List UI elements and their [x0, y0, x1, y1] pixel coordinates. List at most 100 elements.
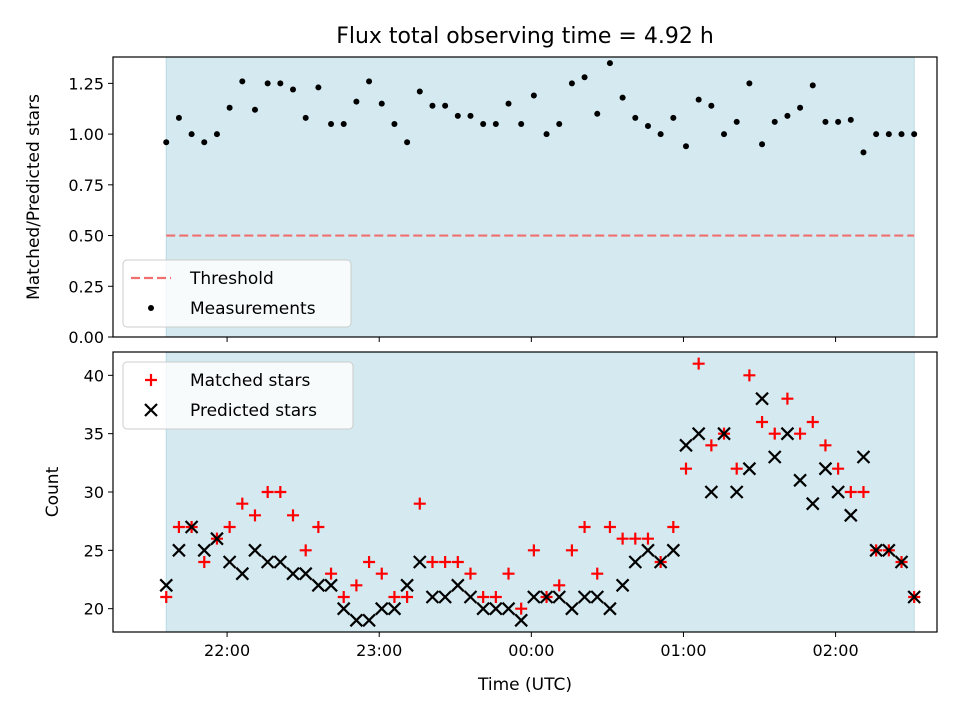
plot-frame: [112, 56, 938, 338]
measurement-point: [556, 120, 563, 127]
predicted-star-point: [476, 601, 490, 616]
legend-label: Predicted stars: [190, 401, 317, 421]
matched-star-point: [616, 532, 629, 545]
matched-star-point: [312, 521, 325, 533]
predicted-star-point: [844, 508, 858, 523]
predicted-star-point: [438, 590, 452, 604]
predicted-star-point: [387, 601, 402, 616]
measurement-point: [784, 112, 791, 119]
legend-matched-swatch: [145, 374, 157, 386]
predicted-star-point: [603, 601, 617, 616]
matched-star-point: [375, 567, 388, 580]
predicted-star-point: [451, 578, 465, 593]
matched-star-point: [641, 532, 654, 545]
predicted-star-point: [767, 450, 782, 464]
matched-star-point: [248, 509, 261, 522]
y-tick-label: 1.00: [68, 125, 104, 144]
matched-star-point: [629, 532, 642, 545]
measurement-point: [632, 114, 639, 121]
predicted-star-point: [565, 601, 579, 616]
predicted-star-point: [869, 543, 883, 558]
predicted-star-point: [311, 578, 326, 593]
predicted-star-point: [653, 555, 668, 569]
measurement-point: [721, 131, 728, 138]
measurement-point: [454, 112, 461, 119]
measurement-point: [657, 131, 664, 138]
predicted-star-point: [197, 543, 212, 558]
measurement-point: [315, 84, 322, 91]
matched-star-point: [832, 462, 845, 475]
matched-star-point: [578, 521, 591, 533]
predicted-star-point: [222, 555, 237, 569]
matched-star-point: [363, 556, 376, 568]
predicted-star-point: [628, 555, 643, 569]
predicted-star-point: [729, 485, 744, 499]
measurement-point: [568, 80, 575, 87]
measurement-point: [251, 106, 258, 113]
legend-box: [122, 361, 354, 430]
x-tick-label: 00:00: [508, 641, 554, 660]
predicted-star-point: [882, 543, 896, 558]
predicted-star-point: [805, 496, 820, 511]
matched-star-point: [819, 439, 832, 452]
predicted-star-point: [324, 578, 338, 593]
matched-star-point: [603, 521, 616, 533]
measurement-point: [847, 116, 854, 123]
legend-label: Measurements: [190, 299, 316, 319]
matched-star-point: [160, 591, 173, 603]
matched-star-point: [451, 556, 464, 568]
predicted-star-point: [615, 578, 630, 593]
predicted-star-point: [755, 391, 769, 406]
measurement-point: [277, 80, 284, 87]
measurement-point: [290, 86, 297, 93]
matched-star-point: [591, 567, 604, 580]
predicted-star-point: [514, 613, 528, 628]
predicted-star-point: [374, 601, 389, 616]
legend-box: [122, 259, 352, 328]
measurement-point: [670, 114, 677, 121]
predicted-star-point: [717, 426, 731, 441]
y-tick-label: 30: [84, 483, 104, 502]
legend-label: Matched stars: [190, 371, 310, 391]
measurement-point: [682, 143, 689, 150]
measurement-point: [442, 102, 449, 109]
x-axis-label: Time (UTC): [477, 675, 572, 695]
y-tick-label: 35: [84, 425, 104, 444]
matched-star-point: [413, 497, 426, 510]
measurement-point: [201, 139, 208, 146]
y-tick-label: 1.25: [68, 74, 104, 93]
predicted-star-point: [463, 590, 478, 604]
measurement-point: [530, 92, 537, 99]
predicted-star-point: [184, 520, 199, 534]
measurement-point: [594, 110, 601, 117]
predicted-star-point: [248, 543, 262, 558]
measurement-point: [378, 100, 385, 107]
measurement-point: [835, 118, 842, 125]
predicted-star-point: [818, 461, 833, 476]
measurement-point: [404, 139, 411, 146]
plot-frame: [112, 351, 938, 633]
predicted-star-point: [831, 485, 845, 499]
predicted-star-point: [336, 601, 351, 616]
matched-star-point: [489, 591, 502, 603]
measurement-point: [809, 82, 816, 89]
y-axis-label: Matched/Predicted stars: [24, 94, 44, 300]
predicted-star-point: [590, 590, 605, 604]
measurement-point: [480, 120, 487, 127]
measurement-point: [581, 74, 588, 81]
measurement-point: [708, 102, 715, 109]
legend-label: Threshold: [189, 269, 274, 289]
matched-star-point: [325, 567, 338, 580]
matched-star-point: [515, 602, 528, 615]
measurement-point: [505, 100, 512, 107]
predicted-star-point: [413, 555, 427, 569]
y-tick-label: 0.75: [68, 176, 104, 195]
predicted-star-point: [666, 543, 681, 558]
matched-star-point: [261, 486, 274, 498]
matched-star-point: [565, 544, 578, 557]
predicted-star-point: [286, 566, 300, 581]
predicted-star-point: [235, 566, 250, 581]
predicted-star-point: [527, 590, 541, 604]
x-tick-label: 23:00: [356, 641, 402, 660]
predicted-star-point: [210, 531, 224, 546]
